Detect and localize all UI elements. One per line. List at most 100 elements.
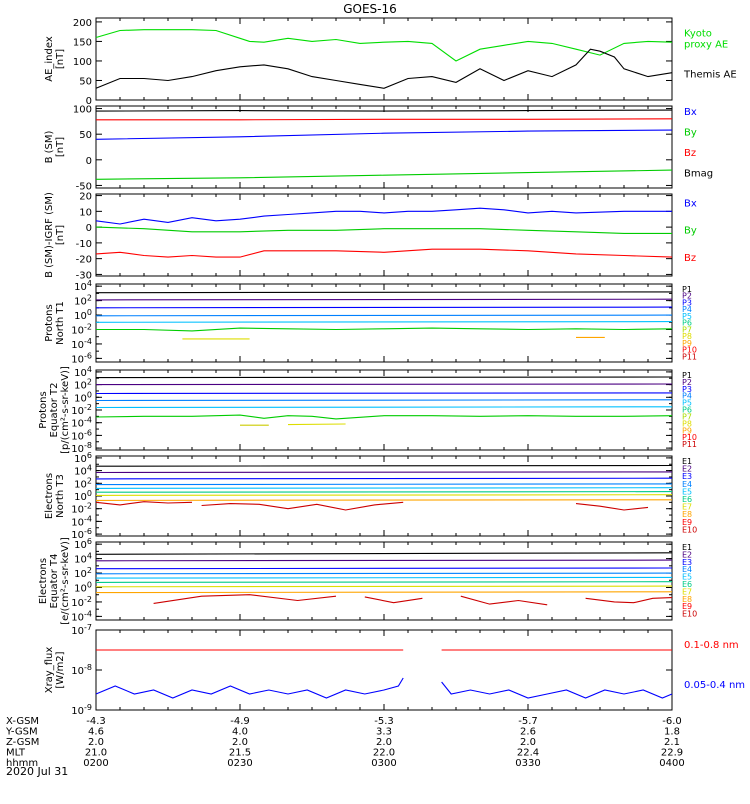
legend-entry: P10 — [682, 433, 697, 442]
series-line-electrons_t3-1 — [95, 471, 673, 474]
legend-entry: By — [684, 128, 697, 139]
series-line-electrons_t3-7 — [95, 499, 673, 501]
ylabel-line: B (SM)-IGRF (SM) — [44, 192, 55, 278]
series-line-electrons_t3-8 — [95, 501, 193, 506]
legend-entry: E10 — [682, 610, 697, 619]
legend-entry: P2 — [682, 378, 692, 387]
legend-entry: P1 — [682, 285, 692, 294]
ylabel-line: Electrons — [38, 558, 49, 604]
legend-entry: P3 — [682, 385, 692, 394]
legend-entry: P5 — [682, 399, 692, 408]
legend-entry: E7 — [682, 503, 692, 512]
series-line-electrons_t4-6 — [95, 585, 673, 588]
legend-entry: E3 — [682, 472, 692, 481]
axis-row-label: MLT — [6, 748, 26, 759]
axis-row-label: X-GSM — [6, 716, 39, 727]
ytick-label: 104 — [74, 552, 92, 566]
legend-entry: Bz — [684, 148, 696, 159]
series-line-electrons_t4-5 — [95, 581, 673, 583]
axis-row-value: 22.9 — [661, 748, 683, 759]
ytick-label: 100 — [74, 308, 92, 322]
series-line-electrons_t4-2 — [95, 567, 673, 570]
ytick-label: 10-4 — [71, 609, 92, 623]
legend-entry: P3 — [682, 298, 692, 307]
legend-entry: 0.1-0.8 nm — [684, 640, 739, 651]
series-line-electrons_t3-4 — [95, 487, 673, 489]
series-line-xray-3 — [441, 681, 673, 699]
axis-row-value: 4.0 — [232, 727, 248, 738]
ytick-label: 100 — [74, 581, 92, 595]
legend-entry: P9 — [682, 426, 692, 435]
ylabel-line: [W/m2] — [55, 651, 66, 688]
ylabel-line: North T3 — [55, 474, 66, 518]
series-line-protons_t1-1 — [95, 298, 673, 301]
series-line-electrons_t3-6 — [95, 494, 673, 496]
legend-entry: P4 — [682, 305, 692, 314]
series-line-electrons_t3-10 — [575, 503, 649, 511]
panel-b: 100 50 0 -50 B (SM) [nT] Bx By Bz Bmag — [44, 105, 713, 193]
legend-entry: E5 — [682, 487, 692, 496]
series-line-dbigrf-2 — [95, 248, 673, 258]
series-line-electrons_t3-2 — [95, 477, 673, 480]
ylabel-line: B (SM) — [44, 130, 55, 163]
axis-row-value: 2.0 — [376, 737, 392, 748]
ytick-label: -10 — [76, 239, 92, 250]
series-line-electrons_t4-8 — [153, 594, 337, 604]
series-line-b-2 — [95, 129, 673, 140]
ytick-label: 10-6 — [71, 351, 92, 365]
series-line-protons_t1-5 — [96, 327, 673, 332]
series-line-protons_t1-4 — [95, 321, 673, 323]
series-line-xray-2 — [95, 677, 404, 699]
date-label: 2020 Jul 31 — [6, 765, 68, 778]
ytick-label: 200 — [73, 18, 92, 29]
series-line-protons_t1-0 — [95, 291, 673, 294]
series-line-protons_t2-3 — [95, 399, 673, 402]
series-line-electrons_t4-0 — [95, 552, 673, 555]
legend-entry: E3 — [682, 558, 692, 567]
series-line-protons_t2-1 — [95, 383, 673, 386]
axis-row-value: 4.6 — [88, 727, 104, 738]
axis-row-value: 0200 — [83, 758, 108, 769]
ytick-label: 10-2 — [71, 595, 92, 609]
ylabel-line: Protons — [38, 391, 49, 428]
legend-entry: P7 — [682, 325, 692, 334]
axis-row-value: 21.0 — [85, 748, 107, 759]
legend-entry: P7 — [682, 412, 692, 421]
legend-entry: proxy AE — [684, 39, 728, 50]
ytick-label: 10-2 — [71, 323, 92, 337]
ytick-label: 150 — [73, 37, 92, 48]
ylabel-line: [nT] — [55, 225, 66, 245]
series-line-electrons_t4-1 — [95, 559, 673, 562]
legend-entry: P11 — [682, 352, 697, 361]
ylabel-line: North T1 — [55, 301, 66, 345]
panel-frame — [95, 283, 673, 363]
ytick-label: 102 — [74, 294, 92, 308]
legend-entry: P8 — [682, 419, 692, 428]
legend-entry: E5 — [682, 573, 692, 582]
panel-frame — [95, 455, 673, 537]
legend-entry: P2 — [682, 292, 692, 301]
legend-entry: P6 — [682, 406, 692, 415]
ylabel-line: Equator T4 — [49, 554, 60, 609]
ylabel-line: [nT] — [55, 137, 66, 157]
series-line-b-1 — [96, 118, 673, 121]
legend-entry: E1 — [682, 457, 692, 466]
axis-row-value: 22.0 — [373, 748, 395, 759]
ytick-label: 102 — [74, 566, 92, 580]
series-line-electrons_t4-11 — [585, 597, 673, 604]
series-line-electrons_t3-5 — [95, 491, 673, 493]
ytick-label: 10 — [79, 207, 92, 218]
ytick-label: 106 — [74, 537, 92, 551]
series-line-electrons_t4-9 — [364, 596, 423, 604]
figure-title: GOES-16 — [343, 2, 397, 16]
legend-entry: E2 — [682, 465, 692, 474]
axis-row-value: 2.0 — [520, 737, 536, 748]
axis-row-value: -6.0 — [662, 716, 682, 727]
series-line-electrons_t3-3 — [95, 483, 673, 486]
legend-entry: Themis AE — [683, 69, 737, 80]
axis-row-value: 0330 — [515, 758, 540, 769]
